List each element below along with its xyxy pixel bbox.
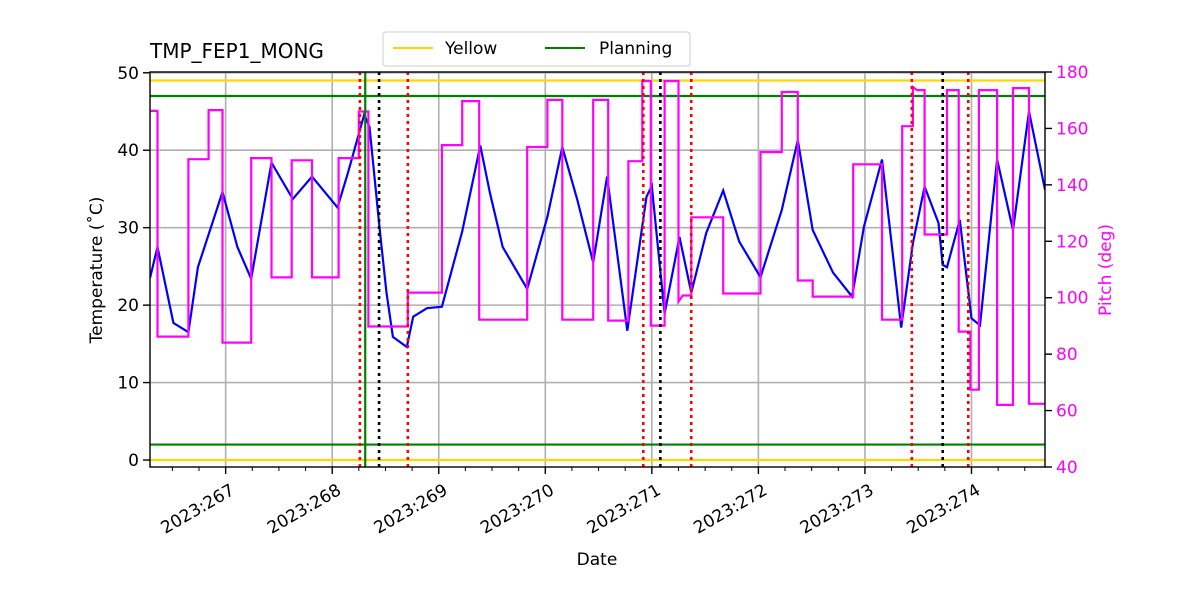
y-tick-label: 10 — [117, 374, 139, 394]
x-tick-label: 2023:267 — [158, 480, 239, 538]
x-tick-label: 2023:270 — [477, 480, 558, 538]
y-axis-label: Temperature (˚C) — [86, 197, 107, 345]
y2-tick-label: 100 — [1056, 289, 1088, 309]
y2-tick-label: 140 — [1056, 176, 1088, 196]
pitch-series-line — [150, 79, 1045, 406]
x-tick-label: 2023:271 — [584, 480, 665, 538]
plot-frame — [149, 71, 1046, 468]
chart-title: TMP_FEP1_MONG — [149, 39, 324, 63]
x-tick-label: 2023:274 — [903, 480, 984, 538]
y-tick-label: 50 — [117, 64, 139, 84]
y2-axis-label: Pitch (deg) — [1096, 224, 1116, 316]
legend: Yellow Planning — [382, 31, 691, 67]
x-tick-label: 2023:273 — [797, 480, 878, 538]
legend-label-planning: Planning — [599, 39, 672, 59]
x-tick-label: 2023:272 — [690, 480, 771, 538]
x-tick-label: 2023:268 — [264, 480, 345, 538]
legend-box — [382, 31, 691, 67]
y-tick-label: 0 — [128, 451, 139, 471]
y-tick-label: 20 — [117, 296, 139, 316]
y2-tick-label: 60 — [1056, 402, 1078, 422]
y2-tick-label: 160 — [1056, 119, 1088, 139]
y2-tick-label: 120 — [1056, 232, 1088, 252]
x-axis-label: Date — [577, 550, 618, 570]
plot-area: 2023:267 2023:268 2023:269 2023:270 2023:271… — [117, 63, 1088, 538]
y2-tick-label: 80 — [1056, 345, 1078, 365]
y-tick-label: 30 — [117, 219, 139, 239]
legend-label-yellow: Yellow — [444, 39, 497, 59]
temperature-series-line — [150, 111, 1045, 349]
y-tick-label: 40 — [117, 141, 139, 161]
y2-tick-label: 40 — [1056, 458, 1078, 478]
x-tick-label: 2023:269 — [371, 480, 452, 538]
y2-tick-label: 180 — [1056, 63, 1088, 83]
